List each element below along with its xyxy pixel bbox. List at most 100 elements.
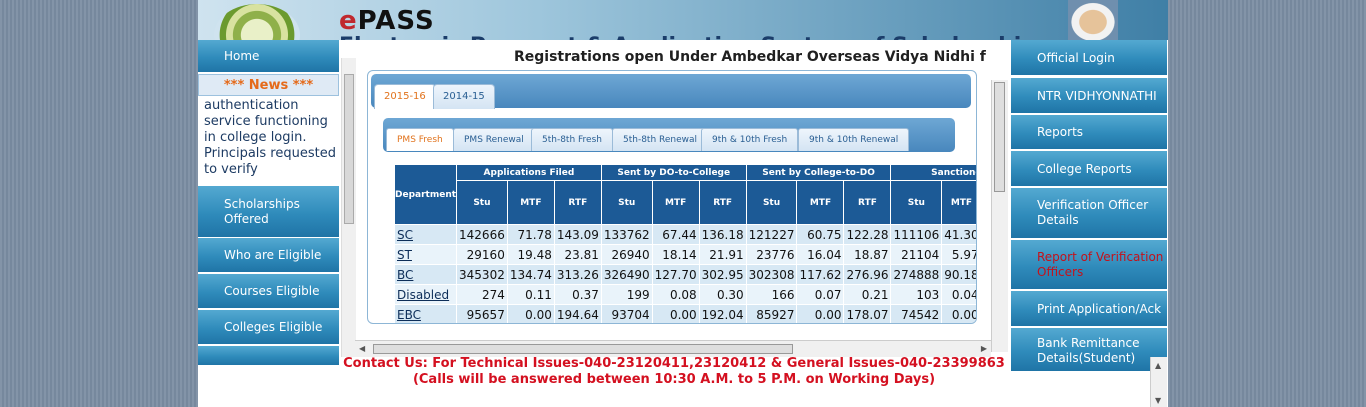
- table-cell: 29160: [456, 244, 508, 265]
- nav-who-eligible[interactable]: Who are Eligible: [198, 238, 339, 273]
- table-cell: 0.00: [506, 304, 555, 323]
- table-cell: 41.30: [941, 224, 976, 245]
- contact-info: Contact Us: For Technical Issues-040-231…: [198, 356, 1150, 388]
- table-cell: 0.37: [553, 284, 602, 305]
- brand-logo: ePASS: [339, 6, 435, 36]
- table-cell: 18.14: [651, 244, 700, 265]
- scroll-right-icon[interactable]: ▶: [980, 344, 987, 353]
- tab-5th-8th-fresh[interactable]: 5th-8th Fresh: [531, 128, 613, 151]
- tab-9th-10th-fresh[interactable]: 9th & 10th Fresh: [701, 128, 799, 151]
- scroll-thumb[interactable]: [344, 74, 354, 224]
- subheader-cell: MTF: [941, 180, 976, 225]
- tab-9th-10th-renewal[interactable]: 9th & 10th Renewal: [798, 128, 910, 151]
- inner-horizontal-scrollbar[interactable]: ◀ ▶: [355, 340, 991, 357]
- department-link[interactable]: EBC: [394, 304, 458, 323]
- statistics-table: Department Applications Filed Sent by DO…: [394, 164, 976, 323]
- nav-report-verification-officers[interactable]: Report of Verification Officers: [1011, 240, 1167, 290]
- nav-ntr-vidhyonnathi[interactable]: NTR VIDHYONNATHI: [1011, 78, 1167, 114]
- subheader-cell: MTF: [651, 180, 700, 225]
- header-banner: ePASS Electronic Payment & Application S…: [198, 0, 1168, 40]
- department-link[interactable]: Disabled: [394, 284, 458, 305]
- nav-label: Verification Officer Details: [1037, 198, 1149, 227]
- nav-label: Colleges Eligible: [224, 320, 323, 334]
- cm-portrait: [1068, 0, 1118, 40]
- tab-5th-8th-renewal[interactable]: 5th-8th Renewal: [612, 128, 709, 151]
- nav-label: Print Application/Ack: [1037, 301, 1162, 316]
- table-cell: 21104: [890, 244, 943, 265]
- table-cell: 0.30: [698, 284, 747, 305]
- table-cell: 326490: [600, 264, 653, 285]
- announcement-marquee: Registrations open Under Ambedkar Overse…: [514, 49, 986, 65]
- statistics-frame: 2015-16 2014-15 PMS Fresh PMS Renewal 5t…: [367, 70, 977, 324]
- inner-vertical-scrollbar[interactable]: [991, 80, 1008, 352]
- table-cell: 199: [600, 284, 653, 305]
- tab-pms-renewal[interactable]: PMS Renewal: [453, 128, 535, 151]
- table-cell: 85927: [745, 304, 798, 323]
- tab-pms-fresh[interactable]: PMS Fresh: [386, 128, 454, 151]
- table-cell: 21.91: [698, 244, 747, 265]
- table-cell: 345302: [456, 264, 508, 285]
- table-cell: 111106: [890, 224, 943, 245]
- nav-label: NTR VIDHYONNATHI: [1037, 88, 1157, 103]
- table-cell: 134.74: [506, 264, 555, 285]
- table-row: ST 29160 19.48 23.81 26940 18.14 21.91 23776 16.…: [394, 244, 976, 265]
- table-cell: 302308: [745, 264, 798, 285]
- table-cell: 23.81: [553, 244, 602, 265]
- table-row: BC 345302 134.74 313.26 326490 127.70 302.95 30…: [394, 264, 976, 285]
- right-sidebar: Official Login NTR VIDHYONNATHI Reports …: [1010, 40, 1168, 372]
- department-link[interactable]: ST: [394, 244, 458, 265]
- subheader-cell: MTF: [506, 180, 555, 225]
- main-content: Registrations open Under Ambedkar Overse…: [339, 40, 1008, 357]
- table-cell: 136.18: [698, 224, 747, 245]
- nav-label: College Reports: [1037, 161, 1132, 176]
- table-cell: 5.97: [941, 244, 976, 265]
- table-cell: 313.26: [553, 264, 602, 285]
- nav-more[interactable]: [198, 346, 339, 366]
- scroll-thumb[interactable]: [994, 82, 1005, 192]
- nav-label: Official Login: [1037, 50, 1115, 65]
- nav-print-application[interactable]: Print Application/Ack: [1011, 291, 1167, 327]
- scroll-left-icon[interactable]: ◀: [359, 344, 366, 353]
- scroll-thumb[interactable]: [373, 344, 793, 354]
- tab-2014-15[interactable]: 2014-15: [433, 84, 495, 109]
- nav-courses-eligible[interactable]: Courses Eligible: [198, 274, 339, 309]
- tab-2015-16[interactable]: 2015-16: [374, 84, 436, 109]
- table-cell: 60.75: [796, 224, 845, 245]
- group-header: Applications Filed: [456, 164, 602, 181]
- table-cell: 95657: [456, 304, 508, 323]
- site-subtitle: Electronic Payment & Application System …: [339, 34, 1050, 40]
- table-cell: 19.48: [506, 244, 555, 265]
- table-cell: 0.00: [651, 304, 700, 323]
- subheader-cell: MTF: [796, 180, 845, 225]
- nav-bank-remittance[interactable]: Bank Remittance Details(Student): [1011, 328, 1167, 372]
- nav-colleges-eligible[interactable]: Colleges Eligible: [198, 310, 339, 345]
- table-cell: 127.70: [651, 264, 700, 285]
- table-cell: 274: [456, 284, 508, 305]
- nav-home-label: Home: [224, 49, 260, 63]
- scroll-up-icon[interactable]: ▲: [1155, 361, 1162, 370]
- table-cell: 0.21: [843, 284, 892, 305]
- nav-official-login[interactable]: Official Login: [1011, 40, 1167, 76]
- table-cell: 74542: [890, 304, 943, 323]
- department-link[interactable]: SC: [394, 224, 458, 245]
- group-header: Sent by College-to-DO: [745, 164, 892, 181]
- table-cell: 23776: [745, 244, 798, 265]
- subheader-row: StuMTFRTFStuMTFRTFStuMTFRTFStuMTFRTFMTF: [395, 180, 976, 225]
- nav-verification-officer-details[interactable]: Verification Officer Details: [1011, 188, 1167, 239]
- page-vertical-scrollbar[interactable]: ▲ ▼: [1150, 357, 1167, 407]
- nav-college-reports[interactable]: College Reports: [1011, 151, 1167, 187]
- nav-reports[interactable]: Reports: [1011, 115, 1167, 150]
- nav-scholarships-offered[interactable]: Scholarships Offered: [198, 186, 339, 238]
- nav-label: Courses Eligible: [224, 284, 320, 298]
- left-sidebar: Home *** News *** authentication service…: [198, 40, 339, 366]
- table-cell: 178.07: [843, 304, 892, 323]
- table-cell: 90.18: [941, 264, 976, 285]
- table-cell: 93704: [600, 304, 653, 323]
- outer-vertical-scrollbar[interactable]: [341, 58, 356, 357]
- scheme-tab-bar: PMS Fresh PMS Renewal 5th-8th Fresh 5th-…: [383, 118, 955, 152]
- nav-home[interactable]: Home: [198, 40, 339, 73]
- statistics-table-wrapper: Department Applications Filed Sent by DO…: [394, 164, 976, 323]
- department-link[interactable]: BC: [394, 264, 458, 285]
- page-container: ePASS Electronic Payment & Application S…: [198, 0, 1168, 407]
- scroll-down-icon[interactable]: ▼: [1155, 396, 1162, 405]
